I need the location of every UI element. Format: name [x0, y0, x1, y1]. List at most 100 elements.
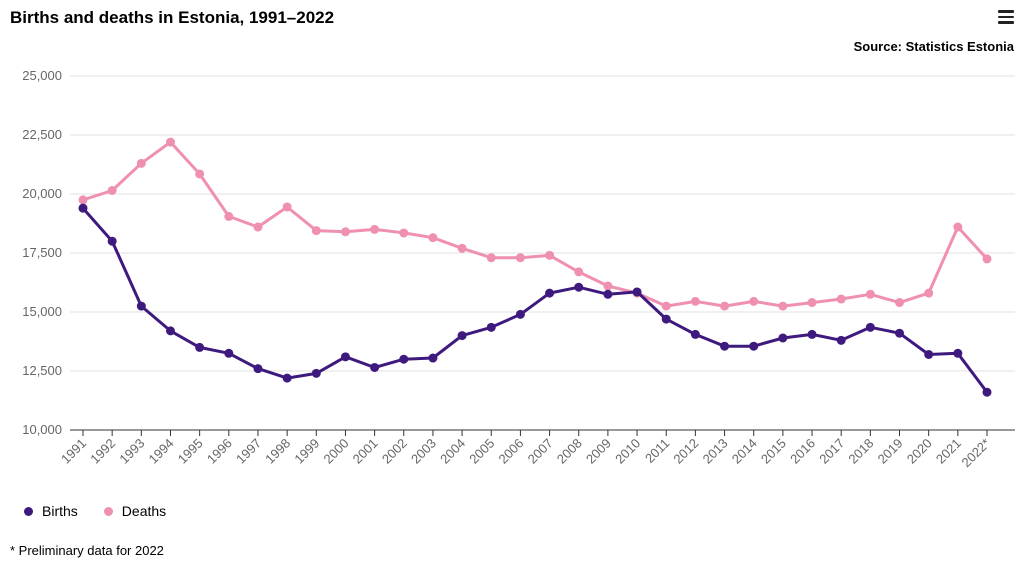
x-tick-label: 2021	[933, 436, 964, 467]
x-tick-label: 2002	[379, 436, 410, 467]
data-point-births[interactable]	[340, 352, 350, 362]
data-point-births[interactable]	[370, 362, 380, 372]
data-point-deaths[interactable]	[836, 294, 846, 304]
data-point-deaths[interactable]	[78, 195, 88, 205]
data-point-births[interactable]	[661, 314, 671, 324]
hamburger-menu-icon[interactable]	[998, 10, 1014, 24]
x-tick-label: 1992	[87, 436, 118, 467]
series-line-deaths	[81, 140, 989, 308]
data-point-births[interactable]	[982, 387, 992, 397]
data-point-deaths[interactable]	[224, 211, 234, 221]
data-point-deaths[interactable]	[195, 169, 205, 179]
y-axis-ticks: 10,000 12,500 15,000 17,500 20,000 22,500 25,0…	[22, 68, 62, 437]
data-point-births[interactable]	[311, 368, 321, 378]
data-point-deaths[interactable]	[603, 281, 613, 291]
footnote: * Preliminary data for 2022	[10, 543, 164, 558]
data-point-deaths[interactable]	[340, 227, 350, 237]
y-tick-label: 15,000	[22, 304, 62, 319]
data-point-births[interactable]	[574, 282, 584, 292]
data-point-births[interactable]	[107, 236, 117, 246]
data-point-births[interactable]	[632, 287, 642, 297]
x-tick-label: 1999	[291, 436, 322, 467]
data-point-deaths[interactable]	[457, 243, 467, 253]
x-tick-label: 2015	[758, 436, 789, 467]
x-tick-label: 2007	[525, 436, 556, 467]
data-point-deaths[interactable]	[165, 137, 175, 147]
x-tick-label: 2014	[729, 436, 760, 467]
legend-marker-births	[24, 506, 33, 516]
y-tick-label: 10,000	[22, 422, 62, 437]
data-point-deaths[interactable]	[982, 254, 992, 264]
x-tick-label: 2001	[350, 436, 381, 467]
data-point-births[interactable]	[195, 342, 205, 352]
legend-item-deaths[interactable]: Deaths	[103, 503, 167, 519]
chart-title: Births and deaths in Estonia, 1991–2022	[10, 8, 335, 27]
y-tick-label: 12,500	[22, 363, 62, 378]
data-point-deaths[interactable]	[107, 185, 117, 195]
data-point-births[interactable]	[836, 335, 846, 345]
data-point-births[interactable]	[428, 353, 438, 363]
data-point-deaths[interactable]	[136, 158, 146, 168]
data-point-births[interactable]	[78, 203, 88, 213]
data-point-deaths[interactable]	[924, 288, 934, 298]
x-tick-label: 2013	[700, 436, 731, 467]
data-point-deaths[interactable]	[690, 296, 700, 306]
data-point-deaths[interactable]	[399, 228, 409, 238]
data-point-births[interactable]	[807, 329, 817, 339]
data-point-births[interactable]	[282, 373, 292, 383]
data-point-deaths[interactable]	[282, 202, 292, 212]
x-tick-label: 1995	[175, 436, 206, 467]
data-point-deaths[interactable]	[778, 301, 788, 311]
data-point-deaths[interactable]	[895, 298, 905, 308]
data-point-deaths[interactable]	[720, 301, 730, 311]
data-point-deaths[interactable]	[865, 289, 875, 299]
x-axis-ticks: 1991199219931994199519961997199819992000…	[58, 430, 993, 470]
data-point-births[interactable]	[515, 309, 525, 319]
data-point-births[interactable]	[136, 301, 146, 311]
data-point-deaths[interactable]	[661, 301, 671, 311]
x-tick-label: 2009	[583, 436, 614, 467]
data-point-births[interactable]	[749, 341, 759, 351]
data-point-births[interactable]	[224, 348, 234, 358]
data-point-births[interactable]	[603, 289, 613, 299]
data-point-deaths[interactable]	[428, 233, 438, 243]
data-point-births[interactable]	[953, 348, 963, 358]
data-point-deaths[interactable]	[953, 222, 963, 232]
data-point-deaths[interactable]	[515, 253, 525, 263]
data-point-births[interactable]	[865, 322, 875, 332]
x-tick-label: 1993	[116, 436, 147, 467]
data-point-births[interactable]	[895, 328, 905, 338]
y-tick-label: 22,500	[22, 127, 62, 142]
data-point-deaths[interactable]	[749, 296, 759, 306]
legend-item-births[interactable]: Births	[24, 503, 78, 519]
x-tick-label: 2005	[466, 436, 497, 467]
data-point-deaths[interactable]	[370, 224, 380, 234]
data-point-births[interactable]	[486, 322, 496, 332]
series-deaths	[78, 137, 992, 311]
x-tick-label: 2010	[612, 436, 643, 467]
data-point-births[interactable]	[457, 331, 467, 341]
x-tick-label: 2022*	[958, 436, 993, 471]
data-point-births[interactable]	[399, 354, 409, 364]
data-point-deaths[interactable]	[486, 253, 496, 263]
y-tick-label: 25,000	[22, 68, 62, 83]
y-tick-label: 17,500	[22, 245, 62, 260]
data-point-births[interactable]	[690, 329, 700, 339]
data-point-births[interactable]	[545, 288, 555, 298]
x-tick-label: 2018	[845, 436, 876, 467]
data-point-births[interactable]	[253, 364, 263, 374]
legend-marker-deaths	[103, 506, 113, 516]
legend-label-deaths: Deaths	[121, 503, 167, 519]
data-point-deaths[interactable]	[311, 226, 321, 236]
data-point-deaths[interactable]	[574, 267, 584, 277]
data-point-births[interactable]	[924, 349, 934, 359]
data-point-deaths[interactable]	[807, 298, 817, 308]
data-point-births[interactable]	[720, 341, 730, 351]
data-point-births[interactable]	[165, 326, 175, 336]
x-tick-label: 2016	[787, 436, 818, 467]
data-point-deaths[interactable]	[253, 222, 263, 232]
data-point-births[interactable]	[778, 333, 788, 343]
y-tick-label: 20,000	[22, 186, 62, 201]
data-point-deaths[interactable]	[545, 250, 555, 260]
grid-lines	[70, 75, 1015, 431]
